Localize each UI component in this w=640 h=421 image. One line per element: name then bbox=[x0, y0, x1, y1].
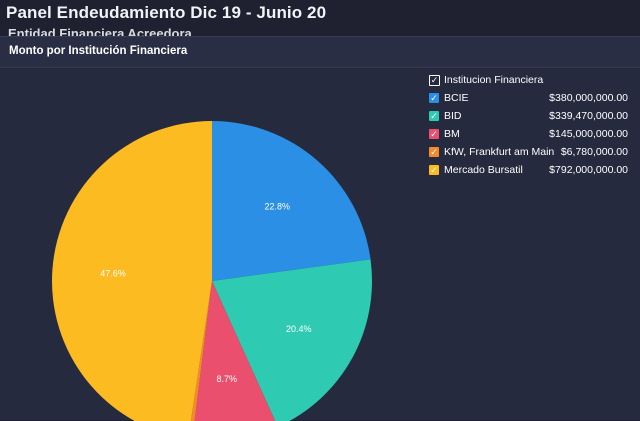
legend-item-label: BCIE bbox=[444, 92, 469, 104]
legend-header[interactable]: ✓ Institucion Financiera bbox=[428, 73, 628, 91]
section-subtitle: Entidad Financiera Acreedora bbox=[8, 26, 192, 36]
slice-percent-label: 47.6% bbox=[100, 269, 126, 279]
legend-item[interactable]: ✓ BCIE $380,000,000.00 bbox=[428, 91, 628, 109]
checkbox-icon[interactable]: ✓ bbox=[429, 165, 439, 175]
legend-item-value: $6,780,000.00 bbox=[560, 146, 628, 158]
legend-item-label: BID bbox=[444, 110, 462, 122]
legend-item[interactable]: ✓ KfW, Frankfurt am Main $6,780,000.00 bbox=[428, 145, 628, 163]
legend-item[interactable]: ✓ BID $339,470,000.00 bbox=[428, 109, 628, 127]
slice-percent-label: 8.7% bbox=[217, 374, 238, 384]
legend-item-label: BM bbox=[444, 128, 460, 140]
chart-panel: Monto por Institución Financiera 22.8% 20… bbox=[0, 36, 640, 421]
checkbox-icon[interactable]: ✓ bbox=[429, 93, 439, 103]
page-title: Panel Endeudamiento Dic 19 - Junio 20 bbox=[6, 3, 327, 22]
slice-percent-label: 22.8% bbox=[264, 201, 290, 211]
legend-item-label: KfW, Frankfurt am Main bbox=[444, 146, 555, 158]
legend-item-value: $792,000,000.00 bbox=[549, 164, 628, 176]
legend-item-value: $145,000,000.00 bbox=[549, 128, 628, 140]
legend-item[interactable]: ✓ Mercado Bursatil $792,000,000.00 bbox=[428, 163, 628, 181]
top-bar: Panel Endeudamiento Dic 19 - Junio 20 En… bbox=[0, 0, 640, 36]
pie-slice[interactable] bbox=[52, 121, 212, 421]
panel-title: Monto por Institución Financiera bbox=[9, 45, 188, 57]
chart-legend: ✓ Institucion Financiera ✓ BCIE $380,000,0… bbox=[428, 73, 628, 181]
legend-item-value: $380,000,000.00 bbox=[549, 92, 628, 104]
pie-slice[interactable] bbox=[212, 121, 371, 281]
checkbox-icon[interactable]: ✓ bbox=[429, 147, 439, 157]
checkbox-icon[interactable]: ✓ bbox=[429, 111, 439, 121]
pie-slice[interactable] bbox=[188, 281, 212, 421]
checkbox-icon[interactable]: ✓ bbox=[429, 129, 439, 139]
pie-slice[interactable] bbox=[192, 281, 278, 421]
pie-slice[interactable] bbox=[212, 259, 372, 421]
legend-header-label: Institucion Financiera bbox=[444, 74, 544, 86]
slice-percent-label: 20.4% bbox=[286, 324, 312, 334]
legend-item-label: Mercado Bursatil bbox=[444, 164, 523, 176]
legend-item[interactable]: ✓ BM $145,000,000.00 bbox=[428, 127, 628, 145]
pie-chart: 22.8% 20.4% 8.7% 47.6% bbox=[52, 121, 372, 421]
legend-item-value: $339,470,000.00 bbox=[549, 110, 628, 122]
panel-header: Monto por Institución Financiera bbox=[0, 37, 640, 68]
checkbox-icon[interactable]: ✓ bbox=[429, 75, 440, 86]
